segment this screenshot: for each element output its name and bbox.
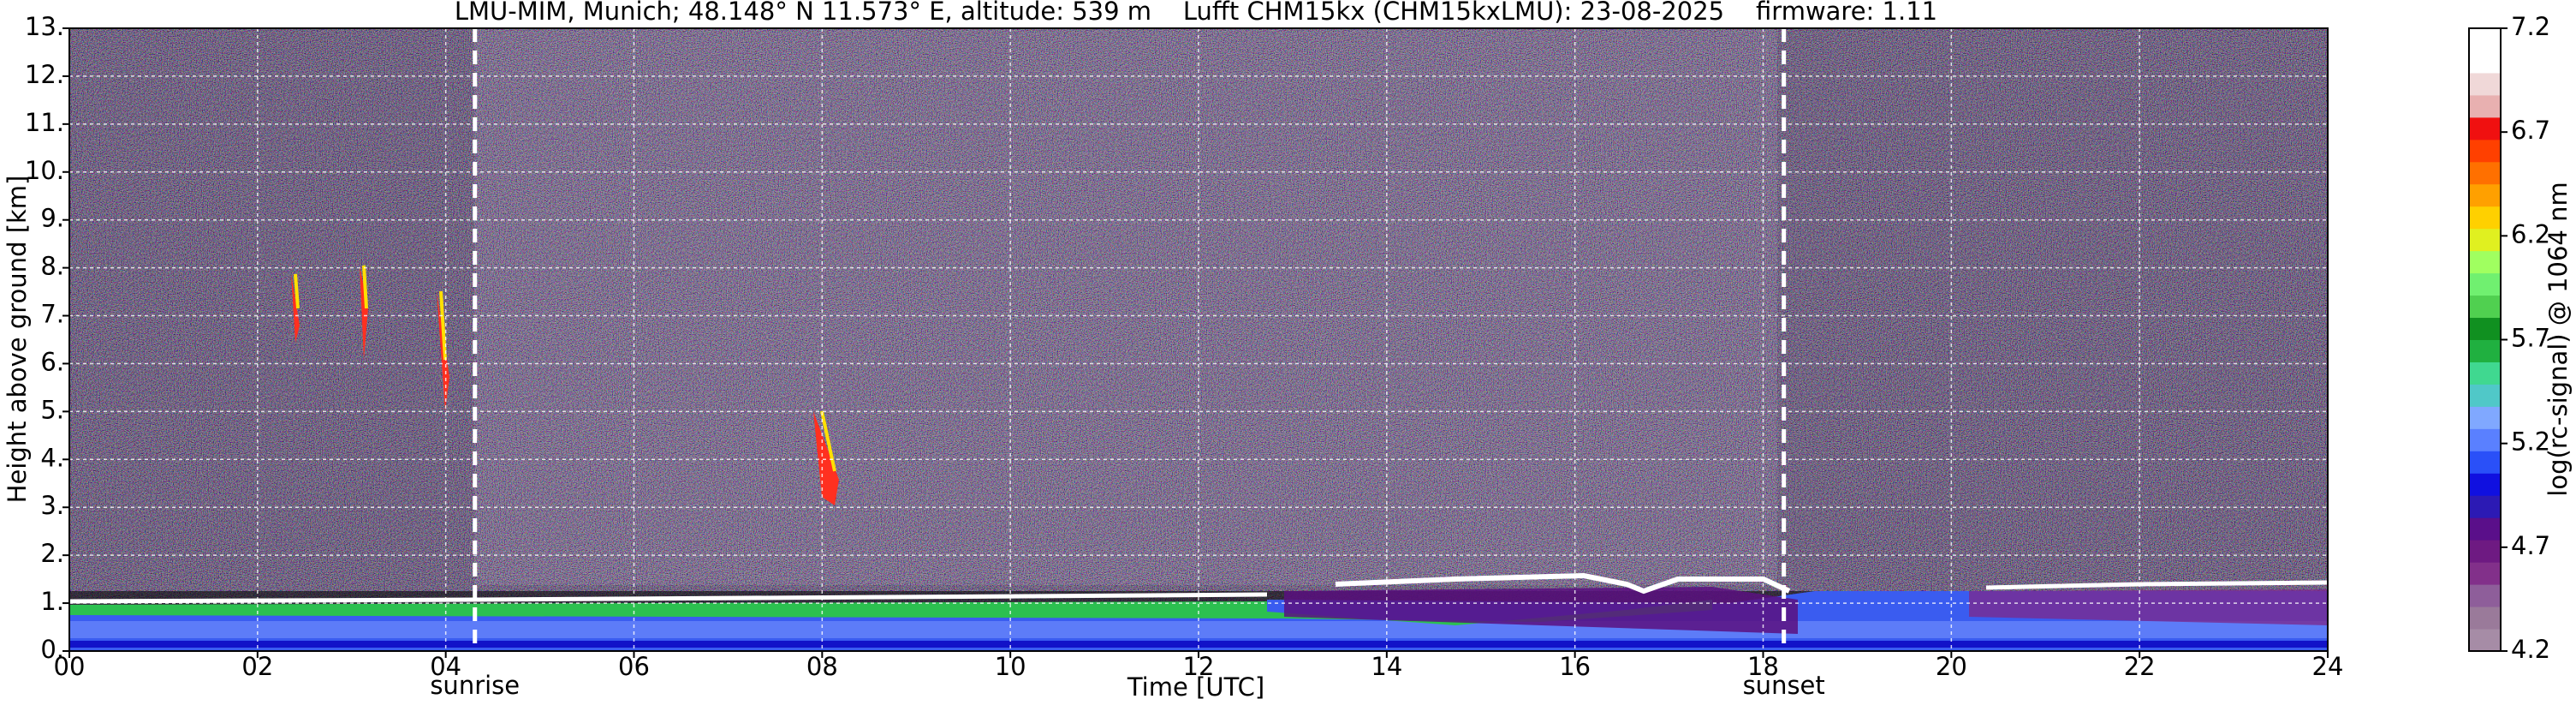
- y-tick-label: 3.: [40, 491, 64, 520]
- colorbar-segment: [2469, 495, 2501, 518]
- colorbar-segment: [2469, 406, 2501, 429]
- colorbar-segment: [2469, 250, 2501, 274]
- colorbar-tick-label: 6.7: [2511, 116, 2550, 145]
- colorbar-segment: [2469, 72, 2501, 96]
- colorbar-segment: [2469, 428, 2501, 451]
- x-tick-label: 10: [995, 652, 1026, 681]
- y-tick-label: 11.: [25, 108, 64, 137]
- colorbar-segment: [2469, 28, 2501, 51]
- x-tick-label: 20: [1936, 652, 1967, 681]
- colorbar-tick-label: 4.7: [2511, 531, 2550, 560]
- colorbar-tick-label: 5.2: [2511, 427, 2550, 457]
- colorbar-segment: [2469, 584, 2501, 607]
- y-tick-label: 13.: [25, 12, 64, 41]
- x-tick-label: 12: [1183, 652, 1215, 681]
- cloud: [294, 265, 836, 472]
- colorbar-segment: [2469, 517, 2501, 541]
- x-tick-label: 18: [1747, 652, 1779, 681]
- colorbar-segment: [2469, 361, 2501, 385]
- colorbar-segment: [2469, 562, 2501, 585]
- colorbar-segment: [2469, 629, 2501, 652]
- y-axis-label: Height above ground [km]: [3, 176, 32, 504]
- colorbar-tick-label: 4.2: [2511, 635, 2550, 664]
- y-tick-label: 12.: [25, 60, 64, 89]
- colorbar-segment: [2469, 228, 2501, 252]
- dark-band: [69, 641, 2328, 648]
- annotation-label: sunrise: [430, 671, 520, 700]
- colorbar-segment: [2469, 473, 2501, 496]
- plot-frame: [68, 27, 2329, 652]
- x-tick-label: 14: [1371, 652, 1402, 681]
- colorbar-segment: [2469, 206, 2501, 230]
- cloud-line: [1985, 580, 2328, 590]
- y-tick-label: 8.: [40, 252, 64, 281]
- x-tick-label: 22: [2124, 652, 2156, 681]
- y-tick-label: 1.: [40, 587, 64, 616]
- annotation-label: sunset: [1743, 671, 1825, 700]
- colorbar-segment: [2469, 183, 2501, 207]
- colorbar-segment: [2469, 161, 2501, 185]
- green-layer: [69, 600, 1712, 625]
- x-tick-label: 24: [2312, 652, 2344, 681]
- purple-layer: [1969, 589, 2328, 625]
- colorbar-segment: [2469, 94, 2501, 118]
- colorbar-segment: [2469, 384, 2501, 407]
- light-band: [69, 621, 2328, 638]
- colorbar-segment: [2469, 50, 2501, 74]
- chart-title: LMU-MIM, Munich; 48.148° N 11.573° E, al…: [455, 0, 1937, 26]
- y-tick-label: 4.: [40, 443, 64, 472]
- x-tick-label: 08: [806, 652, 838, 681]
- purple-layer: [1284, 587, 1798, 634]
- colorbar-segment: [2469, 317, 2501, 340]
- x-tick-label: 04: [430, 652, 461, 681]
- colorbar-tick-label: 6.2: [2511, 219, 2550, 248]
- y-tick-label: 10.: [25, 156, 64, 185]
- y-tick-label: 6.: [40, 347, 64, 376]
- colorbar-segment: [2469, 339, 2501, 362]
- colorbar-tick-label: 5.7: [2511, 324, 2550, 353]
- y-tick-label: 2.: [40, 539, 64, 568]
- x-tick-label: 02: [241, 652, 273, 681]
- x-axis-label: Time [UTC]: [1127, 672, 1264, 702]
- colorbar-tick-label: 7.2: [2511, 12, 2550, 41]
- x-tick-label: 00: [54, 652, 86, 681]
- colorbar-segment: [2469, 139, 2501, 163]
- y-tick-label: 0.: [40, 635, 64, 664]
- x-tick-label: 06: [618, 652, 650, 681]
- colorbar-label: log(rc-signal) @ 1064 nm: [2543, 182, 2573, 496]
- y-tick-label: 7.: [40, 300, 64, 329]
- y-tick-label: 5.: [40, 395, 64, 424]
- colorbar-segment: [2469, 451, 2501, 474]
- colorbar-segment: [2469, 606, 2501, 630]
- colorbar-segment: [2469, 540, 2501, 563]
- boundary-line: [69, 592, 1268, 604]
- y-tick-label: 9.: [40, 204, 64, 233]
- colorbar-segment: [2469, 117, 2501, 140]
- cloud-line: [1335, 572, 1791, 594]
- colorbar-segment: [2469, 272, 2501, 296]
- x-tick-label: 16: [1559, 652, 1591, 681]
- colorbar-segment: [2469, 295, 2501, 319]
